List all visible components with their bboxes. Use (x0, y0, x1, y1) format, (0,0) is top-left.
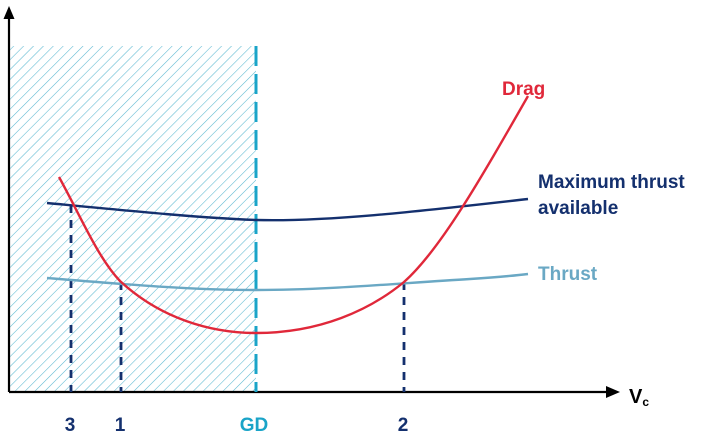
max-thrust-label-line2: available (538, 198, 618, 219)
point-label-1: 1 (115, 415, 126, 434)
x-axis-arrow (606, 386, 620, 398)
thrust-label: Thrust (538, 264, 598, 285)
max-thrust-label-line1: Maximum thrust (538, 172, 685, 193)
point-label-2: 2 (398, 415, 409, 434)
max-thrust-curve (46, 197, 529, 222)
hatched-region (10, 46, 256, 392)
point-label-3: 3 (65, 415, 76, 434)
drag-curve (57, 95, 530, 335)
point-label-gd: GD (240, 415, 269, 434)
drag-label: Drag (502, 79, 545, 100)
x-axis-label: Vc (629, 386, 649, 409)
thrust-curve (46, 272, 529, 292)
y-axis-arrow (3, 6, 15, 19)
